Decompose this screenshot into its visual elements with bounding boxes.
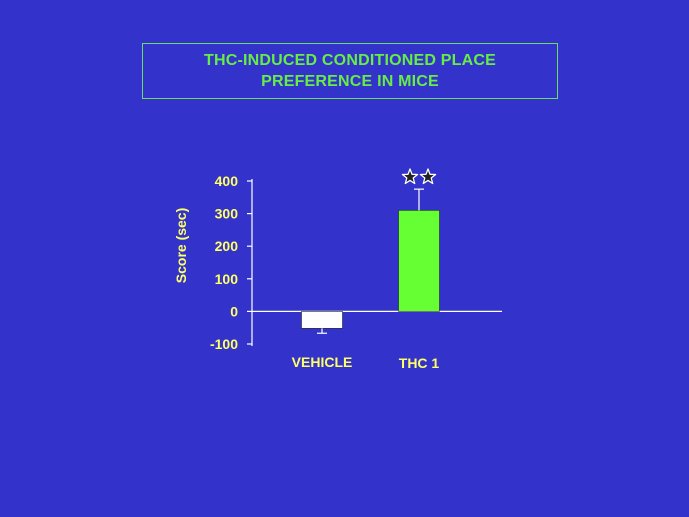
y-tick-label: 0 xyxy=(230,303,238,319)
category-label: VEHICLE xyxy=(292,354,353,370)
chart-title-line-1: THC-INDUCED CONDITIONED PLACE xyxy=(203,52,497,69)
y-tick-label: 400 xyxy=(215,173,239,189)
y-axis-title: Score (sec) xyxy=(173,208,189,283)
axes xyxy=(247,179,502,346)
y-tick-label: -100 xyxy=(210,336,238,352)
chart-title-line-2: PREFERENCE IN MICE xyxy=(261,73,439,90)
bar-vehicle xyxy=(301,311,343,329)
y-tick-label: 100 xyxy=(215,271,239,287)
significance-star-icon xyxy=(419,168,437,185)
significance-star-icon xyxy=(401,168,419,185)
y-tick-label: 200 xyxy=(215,238,239,254)
y-tick-label: 300 xyxy=(215,206,239,222)
bars xyxy=(301,168,440,334)
bar-thc-1 xyxy=(398,210,440,312)
chart-title-box: THC-INDUCED CONDITIONED PLACE PREFERENCE… xyxy=(142,43,558,99)
category-label: THC 1 xyxy=(399,355,440,371)
labels: -100 0 100 200 300 400 Score (sec) VEHICLE THC 1 xyxy=(173,173,439,371)
